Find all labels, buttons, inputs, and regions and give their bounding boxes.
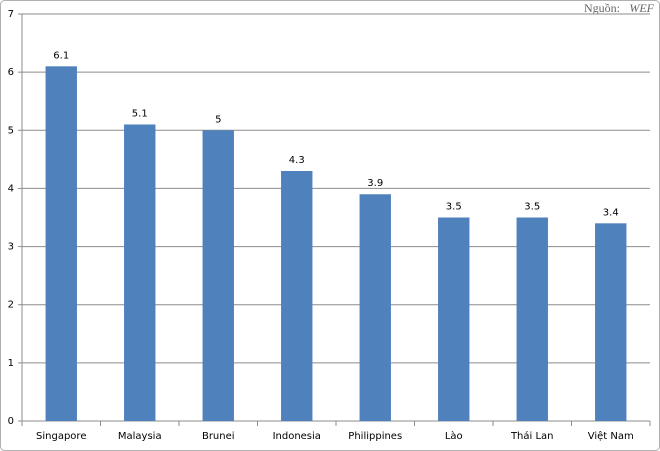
y-tick-label: 4 bbox=[8, 183, 14, 194]
x-tick-label: Brunei bbox=[202, 431, 235, 442]
bar bbox=[516, 217, 548, 421]
y-tick-label: 0 bbox=[8, 416, 14, 427]
y-tick-label: 1 bbox=[8, 358, 14, 369]
y-tick-label: 6 bbox=[8, 67, 14, 78]
bar bbox=[438, 217, 470, 421]
x-tick-label: Philippines bbox=[348, 431, 402, 442]
bar bbox=[45, 66, 77, 421]
y-tick-label: 7 bbox=[8, 9, 14, 20]
data-label: 3.4 bbox=[603, 207, 619, 218]
x-tick-label: Indonesia bbox=[273, 431, 321, 442]
data-label: 4.3 bbox=[289, 155, 305, 166]
x-tick-label: Thái Lan bbox=[510, 430, 554, 442]
source-label: Nguồn: bbox=[584, 1, 620, 15]
bar bbox=[202, 130, 234, 422]
bar bbox=[359, 194, 391, 421]
data-label: 3.9 bbox=[367, 178, 383, 189]
y-tick-label: 3 bbox=[8, 242, 14, 253]
x-tick-label: Malaysia bbox=[118, 431, 162, 442]
data-label: 3.5 bbox=[446, 202, 462, 213]
data-label: 5.1 bbox=[132, 108, 148, 119]
data-label: 6.1 bbox=[53, 50, 69, 61]
x-tick-label: Việt Nam bbox=[588, 430, 634, 442]
y-tick-label: 5 bbox=[8, 125, 14, 136]
data-label: 3.5 bbox=[524, 202, 540, 213]
y-tick-label: 2 bbox=[8, 300, 14, 311]
bar bbox=[281, 170, 313, 421]
bar bbox=[124, 124, 156, 421]
x-tick-label: Lào bbox=[445, 430, 463, 442]
data-label: 5 bbox=[215, 114, 221, 125]
source-name: WEF bbox=[629, 1, 654, 15]
bar bbox=[595, 223, 627, 421]
x-tick-label: Singapore bbox=[36, 431, 86, 442]
